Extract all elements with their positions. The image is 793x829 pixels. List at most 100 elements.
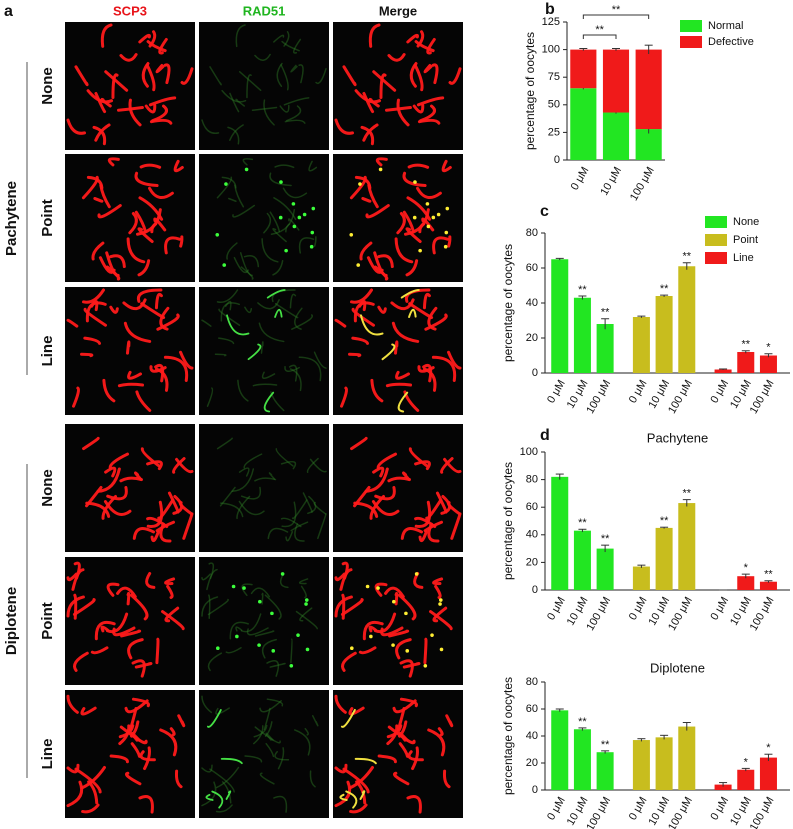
chromosome: [362, 91, 375, 114]
chromosome: [247, 343, 262, 361]
significance-label: *: [766, 342, 771, 354]
chromosome: [368, 625, 378, 633]
chromosome: [91, 241, 105, 261]
chromosome: [215, 804, 233, 813]
chromosome: [66, 694, 79, 714]
chromosome: [417, 365, 435, 373]
chromosome: [66, 780, 84, 808]
chromosome: [221, 781, 232, 804]
chromosome: [285, 223, 291, 233]
chromosome: [373, 612, 397, 634]
chromosome: [100, 625, 110, 633]
chromosome: [387, 476, 411, 483]
micrograph: [199, 154, 329, 282]
chromosome: [422, 363, 433, 383]
chromosome: [290, 638, 293, 664]
chromosome: [419, 104, 436, 123]
focus: [244, 167, 249, 172]
chromosome: [109, 254, 126, 269]
chromosome: [274, 308, 283, 318]
chromosome: [139, 163, 162, 169]
error-bar: [637, 738, 646, 742]
x-tick-label: 0 μM: [708, 378, 731, 405]
chromosome: [354, 757, 377, 765]
chromosome: [236, 495, 251, 520]
chromosome: [264, 721, 273, 737]
significance-label: **: [601, 307, 610, 319]
chromosome: [205, 793, 214, 801]
chromosome: [349, 765, 374, 790]
chromosome: [132, 527, 155, 540]
focus: [426, 224, 431, 229]
chromosome: [370, 378, 384, 403]
chromosome: [414, 40, 435, 53]
chromosome: [372, 466, 385, 478]
chromosome: [353, 301, 375, 323]
y-tick-label: 0: [554, 154, 560, 166]
chromosome: [274, 164, 295, 169]
chromosome: [440, 457, 454, 474]
chromosome: [254, 477, 277, 482]
chromosome: [289, 293, 297, 309]
chromosome: [281, 501, 297, 528]
chromosome: [416, 30, 425, 48]
chromosome: [384, 586, 405, 599]
chromosome: [148, 96, 177, 107]
focus: [302, 212, 307, 217]
chromosome: [252, 383, 278, 387]
chromosome: [172, 495, 184, 515]
legend-label: Normal: [708, 20, 743, 32]
chromosome: [394, 237, 414, 264]
chromosome: [140, 302, 166, 320]
chromosome: [172, 457, 186, 474]
chromosome: [106, 485, 128, 501]
significance-label: **: [683, 251, 692, 263]
chromosome: [166, 584, 174, 600]
error-bar: [719, 782, 728, 787]
focus: [365, 584, 370, 589]
focus: [358, 182, 362, 186]
chromosome: [164, 577, 176, 586]
legend-label: Point: [733, 234, 758, 246]
chromosome: [292, 38, 302, 54]
chromosome: [177, 714, 186, 728]
bar-segment: [635, 129, 662, 160]
chromosome: [351, 336, 369, 345]
chromosome: [358, 646, 377, 655]
chromosome: [423, 63, 433, 74]
chromosome: [151, 104, 168, 123]
chromosome: [387, 725, 416, 745]
chromosome: [201, 781, 217, 807]
bar: [551, 710, 569, 790]
chromosome: [273, 197, 297, 221]
x-tick-label: 0 μM: [627, 378, 650, 405]
chromosome: [405, 259, 419, 277]
significance-label: **: [764, 569, 773, 581]
focus: [413, 180, 417, 184]
chromosome: [163, 63, 171, 85]
chromosome: [274, 302, 299, 319]
chromosome: [143, 746, 151, 771]
significance-label: **: [741, 339, 750, 351]
chromosome: [340, 708, 356, 728]
row-label: None: [39, 469, 56, 507]
chromosome: [124, 699, 149, 714]
chromosome: [431, 63, 439, 85]
chromosome: [375, 157, 388, 167]
chromosome: [368, 23, 381, 48]
error-bar: [637, 315, 646, 318]
chromosome: [155, 367, 169, 392]
focus: [242, 586, 246, 590]
focus: [271, 649, 276, 653]
chromosome: [437, 727, 444, 737]
x-tick-label: 100 μM: [628, 165, 657, 203]
chromosome: [215, 766, 240, 789]
focus: [350, 646, 354, 651]
bar: [655, 527, 673, 590]
chromosome: [408, 308, 417, 319]
chromosome: [201, 596, 219, 617]
chromosome: [334, 780, 352, 808]
chromosome: [259, 700, 282, 713]
chromosome: [291, 314, 314, 330]
chromosome: [285, 105, 302, 122]
